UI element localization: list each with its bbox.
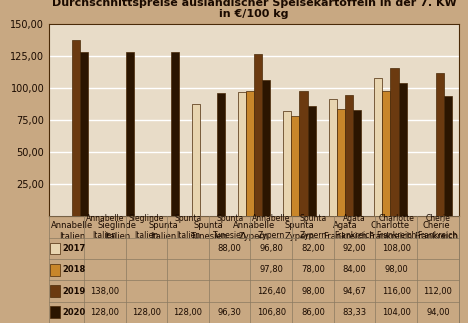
Text: 2019: 2019	[62, 287, 86, 296]
Bar	[192, 104, 200, 216]
Bar	[390, 68, 399, 216]
Text: Cherie: Cherie	[425, 214, 450, 223]
Bar	[171, 52, 179, 216]
Text: 83,33: 83,33	[343, 308, 366, 317]
Text: 126,40: 126,40	[257, 287, 286, 296]
Bar	[254, 55, 262, 216]
Text: Frankreich: Frankreich	[335, 231, 375, 240]
Bar	[307, 106, 316, 216]
Text: 116,00: 116,00	[382, 287, 411, 296]
Text: 97,80: 97,80	[259, 265, 283, 274]
Bar	[444, 96, 452, 216]
Text: 138,00: 138,00	[90, 287, 119, 296]
Bar	[238, 92, 246, 216]
Text: Spunta: Spunta	[175, 214, 202, 223]
Text: 88,00: 88,00	[218, 244, 241, 253]
Bar	[336, 109, 345, 216]
Text: 128,00: 128,00	[174, 308, 203, 317]
Text: Frankreich: Frankreich	[376, 231, 417, 240]
Text: 128,00: 128,00	[90, 308, 119, 317]
Text: Frankreich: Frankreich	[418, 231, 458, 240]
Bar	[436, 73, 444, 216]
Bar	[80, 52, 88, 216]
Text: Agata: Agata	[343, 214, 366, 223]
Bar	[283, 111, 291, 216]
Bar	[50, 307, 60, 318]
Text: 98,00: 98,00	[301, 287, 325, 296]
Text: Annabelle: Annabelle	[252, 214, 291, 223]
Text: Italien: Italien	[134, 231, 159, 240]
Text: 2017: 2017	[62, 244, 86, 253]
Text: 96,80: 96,80	[259, 244, 283, 253]
Text: 86,00: 86,00	[301, 308, 325, 317]
Text: 2018: 2018	[62, 265, 86, 274]
Bar	[125, 52, 134, 216]
Text: Italien: Italien	[176, 231, 200, 240]
Text: Spunta: Spunta	[216, 214, 243, 223]
Bar	[291, 117, 300, 216]
Text: 78,00: 78,00	[301, 265, 325, 274]
Text: Zypern: Zypern	[300, 231, 327, 240]
Bar	[50, 243, 60, 254]
Text: 94,67: 94,67	[343, 287, 366, 296]
Text: 94,00: 94,00	[426, 308, 450, 317]
Text: Charlotte: Charlotte	[378, 214, 414, 223]
Bar	[353, 109, 361, 216]
Bar	[399, 83, 407, 216]
Bar	[300, 91, 307, 216]
Text: 128,00: 128,00	[132, 308, 161, 317]
Text: 112,00: 112,00	[424, 287, 452, 296]
Text: Annabelle: Annabelle	[86, 214, 124, 223]
Text: Zypern: Zypern	[258, 231, 285, 240]
Bar	[374, 78, 382, 216]
Text: 96,30: 96,30	[218, 308, 241, 317]
Text: Sieglinde: Sieglinde	[129, 214, 164, 223]
Bar	[217, 93, 225, 216]
Text: Italien: Italien	[93, 231, 117, 240]
Text: 82,00: 82,00	[301, 244, 325, 253]
Text: 106,80: 106,80	[257, 308, 286, 317]
Bar	[329, 99, 336, 216]
Bar	[345, 95, 353, 216]
Bar	[50, 285, 60, 297]
Text: 92,00: 92,00	[343, 244, 366, 253]
Text: Spunta: Spunta	[300, 214, 327, 223]
Bar	[246, 91, 254, 216]
Text: 108,00: 108,00	[382, 244, 411, 253]
Text: 98,00: 98,00	[384, 265, 408, 274]
Bar	[382, 91, 390, 216]
Bar	[262, 79, 271, 216]
Text: 84,00: 84,00	[343, 265, 366, 274]
Bar	[72, 40, 80, 216]
Text: 104,00: 104,00	[382, 308, 410, 317]
Text: Tunesien: Tunesien	[213, 231, 247, 240]
Title: Durchschnittspreise ausländischer Speisekartoffeln in der 7. KW
in €/100 kg: Durchschnittspreise ausländischer Speise…	[51, 0, 456, 19]
Text: 2020: 2020	[62, 308, 86, 317]
Bar	[50, 264, 60, 276]
